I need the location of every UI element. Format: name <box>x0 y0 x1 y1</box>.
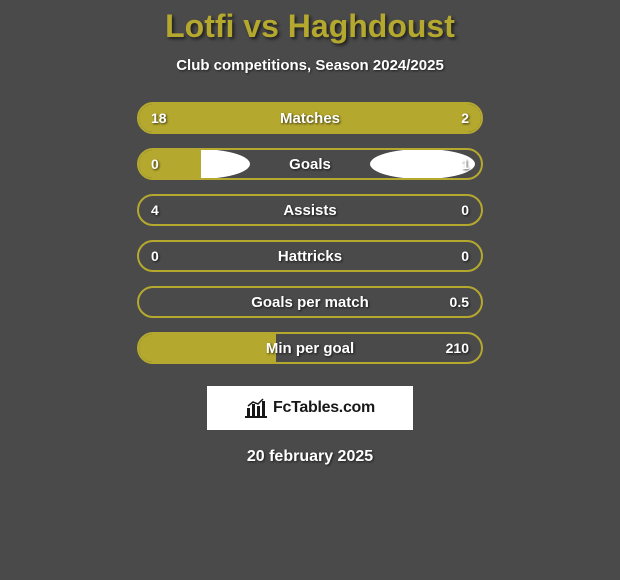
stat-bar: 18 Matches 2 <box>137 102 483 134</box>
bar-value-right: 1 <box>461 156 469 172</box>
bar-value-left: 0 <box>151 248 159 264</box>
stat-bar: Min per goal 210 <box>137 332 483 364</box>
stat-row: 18 Matches 2 <box>137 102 483 134</box>
bar-value-left: 4 <box>151 202 159 218</box>
stat-row: 0 Hattricks 0 <box>137 240 483 272</box>
bar-label: Min per goal <box>266 340 354 357</box>
bar-value-left: 0 <box>151 156 159 172</box>
bar-fill-left <box>139 334 276 362</box>
comparison-infographic: Lotfi vs Haghdoust Club competitions, Se… <box>0 0 620 580</box>
stat-bar: 0 Goals 1 <box>137 148 483 180</box>
bar-fill-left <box>139 150 201 178</box>
bar-label: Assists <box>283 202 336 219</box>
bar-label: Goals <box>289 156 331 173</box>
stat-row: Goals per match 0.5 <box>137 286 483 318</box>
stat-row: 4 Assists 0 <box>137 194 483 226</box>
bar-value-right: 2 <box>461 110 469 126</box>
bar-label: Hattricks <box>278 248 342 265</box>
stat-bar: 4 Assists 0 <box>137 194 483 226</box>
stat-bar: 0 Hattricks 0 <box>137 240 483 272</box>
subtitle: Club competitions, Season 2024/2025 <box>176 57 444 74</box>
bar-value-right: 210 <box>446 340 469 356</box>
bar-fill-left <box>139 104 406 132</box>
bar-value-right: 0 <box>461 202 469 218</box>
bar-value-left: 18 <box>151 110 167 126</box>
bar-label: Matches <box>280 110 340 127</box>
bar-value-right: 0.5 <box>450 294 469 310</box>
bar-value-right: 0 <box>461 248 469 264</box>
bar-fill-right <box>406 104 481 132</box>
chart-icon <box>245 398 267 418</box>
stat-bar: Goals per match 0.5 <box>137 286 483 318</box>
bar-label: Goals per match <box>251 294 369 311</box>
stat-row: 0 Goals 1 <box>137 148 483 180</box>
date-text: 20 february 2025 <box>247 448 373 466</box>
stat-row: Min per goal 210 <box>137 332 483 364</box>
logo-box: FcTables.com <box>207 386 413 430</box>
bars-list: 18 Matches 2 0 Goals 1 4 Assists 0 0 Hattricks 0 Goa… <box>137 102 483 378</box>
page-title: Lotfi vs Haghdoust <box>165 8 455 45</box>
logo-text: FcTables.com <box>273 399 375 417</box>
